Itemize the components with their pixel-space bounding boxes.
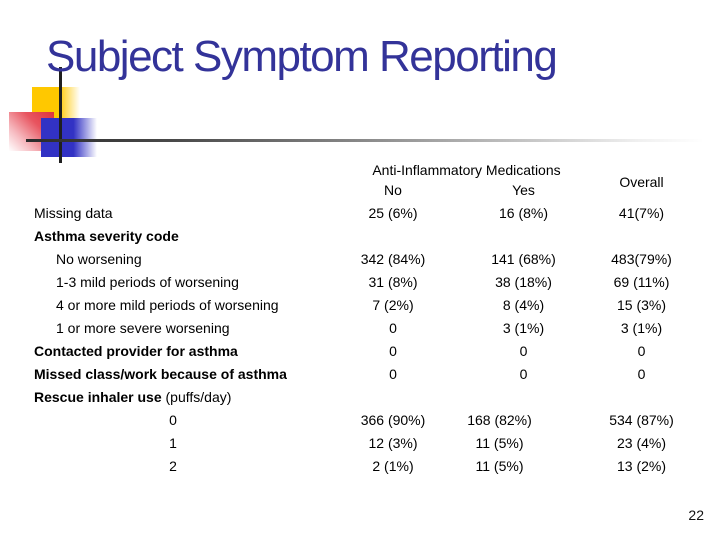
header-spacer xyxy=(34,160,328,180)
cell-yes: 3 (1%) xyxy=(502,320,545,336)
row-label-text: 0 xyxy=(169,412,177,428)
cell-no: 0 xyxy=(389,366,397,382)
cell-no: 12 (3%) xyxy=(368,435,418,451)
row-label: 2 xyxy=(34,455,328,478)
table-row: Asthma severity code xyxy=(34,225,696,248)
table-row: No worsening 342 (84%) 141 (68%) 483(79%… xyxy=(34,248,696,271)
cell-no: 2 (1%) xyxy=(372,458,414,474)
page-number: 22 xyxy=(688,507,704,523)
cell-yes: 16 (8%) xyxy=(498,205,549,221)
table-row: Missed class/work because of asthma 0 0 … xyxy=(34,363,696,386)
row-label-text: 1 or more severe worsening xyxy=(56,320,230,336)
cell-yes: 0 xyxy=(519,343,528,359)
cell-overall: 483(79%) xyxy=(611,251,672,267)
cell-overall: 23 (4%) xyxy=(616,435,667,451)
table-row: Rescue inhaler use (puffs/day) xyxy=(34,386,696,409)
cell-no: 7 (2%) xyxy=(372,297,414,313)
cell-yes: 168 (82%) xyxy=(467,412,532,428)
cell-no: 31 (8%) xyxy=(368,274,418,290)
header-group-label: Anti-Inflammatory Medications xyxy=(372,162,561,178)
row-label: 1 xyxy=(34,432,328,455)
table-header-group-row: Anti-Inflammatory Medications xyxy=(34,160,696,180)
row-label-text: Missing data xyxy=(34,205,113,221)
cell-no: 25 (6%) xyxy=(368,205,418,221)
row-label-text: 4 or more mild periods of worsening xyxy=(56,297,279,313)
table-row: 1 12 (3%) 11 (5%) 23 (4%) xyxy=(34,432,696,455)
cell-no xyxy=(328,225,458,248)
table-body: Missing data 25 (6%) 16 (8%) 41(7%) Asth… xyxy=(34,202,696,478)
cell-overall: 534 (87%) xyxy=(609,412,674,428)
row-label-text: Missed class/work because of asthma xyxy=(34,366,287,382)
cell-yes: 8 (4%) xyxy=(502,297,545,313)
cell-overall: 41(7%) xyxy=(618,205,665,221)
cell-yes: 11 (5%) xyxy=(475,458,524,474)
table-row: Missing data 25 (6%) 16 (8%) 41(7%) xyxy=(34,202,696,225)
row-label-text: Rescue inhaler use xyxy=(34,389,162,405)
cell-overall: 15 (3%) xyxy=(616,297,667,313)
row-label-text: 1 xyxy=(169,435,177,451)
decor-blue-square xyxy=(41,118,97,157)
cell-yes xyxy=(458,386,589,409)
row-label: Contacted provider for asthma xyxy=(34,340,328,363)
cell-overall xyxy=(589,225,694,248)
table-row: 1 or more severe worsening 0 3 (1%) 3 (1… xyxy=(34,317,696,340)
row-label: 1-3 mild periods of worsening xyxy=(34,271,328,294)
row-label: Missed class/work because of asthma xyxy=(34,363,328,386)
table-row: 4 or more mild periods of worsening 7 (2… xyxy=(34,294,696,317)
table-row: 2 2 (1%) 11 (5%) 13 (2%) xyxy=(34,455,696,478)
cell-overall xyxy=(589,386,694,409)
cell-no xyxy=(328,386,458,409)
cell-yes: 0 xyxy=(519,366,528,382)
row-label-text: No worsening xyxy=(56,251,142,267)
row-label-text: 1-3 mild periods of worsening xyxy=(56,274,239,290)
row-label-suffix: (puffs/day) xyxy=(161,389,232,405)
table-header-columns-row: No Yes Overall xyxy=(34,174,696,202)
cell-yes: 141 (68%) xyxy=(491,251,556,267)
row-label: No worsening xyxy=(34,248,328,271)
cell-yes xyxy=(458,225,589,248)
cell-no: 342 (84%) xyxy=(360,251,426,267)
cell-no: 0 xyxy=(389,320,397,336)
row-label: 0 xyxy=(34,409,328,432)
cell-no: 0 xyxy=(389,343,397,359)
decor-horizontal-rule xyxy=(26,139,704,142)
row-label: Rescue inhaler use (puffs/day) xyxy=(34,386,328,409)
row-label: 1 or more severe worsening xyxy=(34,317,328,340)
cell-overall: 69 (11%) xyxy=(613,274,670,290)
cell-overall: 3 (1%) xyxy=(620,320,663,336)
cell-no: 366 (90%) xyxy=(360,412,426,428)
header-col-no: No xyxy=(384,182,402,198)
table-row: 1-3 mild periods of worsening 31 (8%) 38… xyxy=(34,271,696,294)
decor-vertical-line xyxy=(59,67,62,163)
table-row: 0 366 (90%) 168 (82%) 534 (87%) xyxy=(34,409,696,432)
cell-overall: 0 xyxy=(637,366,646,382)
table-row: Contacted provider for asthma 0 0 0 xyxy=(34,340,696,363)
header-spacer xyxy=(34,180,328,202)
symptom-table: Anti-Inflammatory Medications No Yes Ove… xyxy=(34,160,696,478)
header-col-overall: Overall xyxy=(619,174,664,190)
row-label: 4 or more mild periods of worsening xyxy=(34,294,328,317)
row-label-text: Contacted provider for asthma xyxy=(34,343,238,359)
row-label-text: Asthma severity code xyxy=(34,228,179,244)
header-col-yes: Yes xyxy=(512,182,535,198)
row-label: Missing data xyxy=(34,202,328,225)
cell-overall: 0 xyxy=(637,343,646,359)
row-label-text: 2 xyxy=(169,458,177,474)
cell-overall: 13 (2%) xyxy=(616,458,667,474)
row-label: Asthma severity code xyxy=(34,225,328,248)
slide-title: Subject Symptom Reporting xyxy=(46,32,558,81)
cell-yes: 38 (18%) xyxy=(495,274,552,290)
cell-yes: 11 (5%) xyxy=(475,435,524,451)
